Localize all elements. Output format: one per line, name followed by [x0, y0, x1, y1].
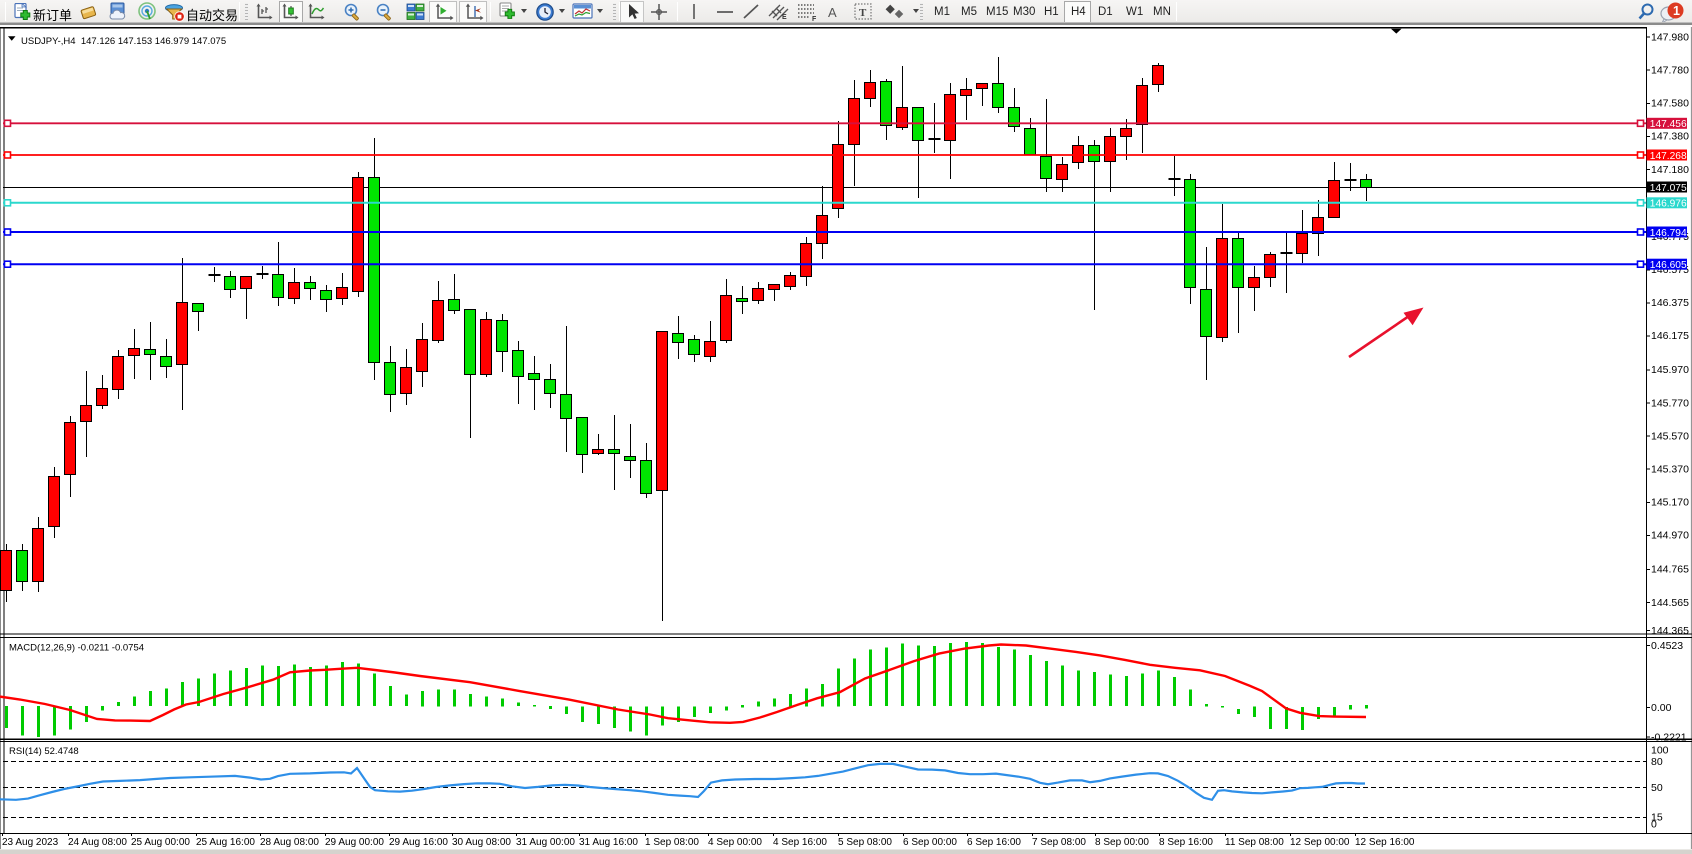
svg-text:145.170: 145.170: [1651, 497, 1689, 509]
svg-text:30 Aug 08:00: 30 Aug 08:00: [452, 837, 511, 848]
svg-text:29 Aug 00:00: 29 Aug 00:00: [325, 837, 384, 848]
svg-text:F: F: [812, 16, 817, 22]
svg-text:147.380: 147.380: [1651, 131, 1689, 143]
svg-text:144.565: 144.565: [1651, 597, 1689, 609]
svg-text:146.175: 146.175: [1651, 330, 1689, 342]
svg-text:12 Sep 00:00: 12 Sep 00:00: [1290, 837, 1350, 848]
svg-text:15: 15: [1651, 811, 1663, 823]
svg-text:147.780: 147.780: [1651, 65, 1689, 77]
svg-text:146.794: 146.794: [1650, 228, 1687, 239]
svg-text:28 Aug 08:00: 28 Aug 08:00: [260, 837, 319, 848]
svg-text:147.980: 147.980: [1651, 31, 1689, 43]
svg-text:146.605: 146.605: [1650, 260, 1687, 271]
svg-text:11 Sep 08:00: 11 Sep 08:00: [1225, 837, 1284, 848]
svg-text:1 Sep 08:00: 1 Sep 08:00: [645, 837, 699, 848]
svg-text:147.580: 147.580: [1651, 98, 1689, 110]
svg-text:50: 50: [1651, 782, 1663, 794]
svg-text:4 Sep 00:00: 4 Sep 00:00: [708, 837, 762, 848]
svg-text:145.370: 145.370: [1651, 464, 1689, 476]
svg-text:24 Aug 08:00: 24 Aug 08:00: [68, 837, 127, 848]
svg-text:144.970: 144.970: [1651, 530, 1689, 542]
svg-text:-0.2221: -0.2221: [1651, 731, 1687, 743]
svg-text:146.976: 146.976: [1650, 199, 1687, 210]
svg-text:0.00: 0.00: [1651, 702, 1672, 714]
svg-text:6 Sep 16:00: 6 Sep 16:00: [967, 837, 1021, 848]
svg-text:E: E: [782, 14, 787, 21]
svg-text:12 Sep 16:00: 12 Sep 16:00: [1355, 837, 1415, 848]
svg-text:4 Sep 16:00: 4 Sep 16:00: [773, 837, 827, 848]
svg-text:145.970: 145.970: [1651, 364, 1689, 376]
svg-text:0.4523: 0.4523: [1651, 640, 1683, 652]
svg-text:146.375: 146.375: [1651, 297, 1689, 309]
svg-text:25 Aug 00:00: 25 Aug 00:00: [131, 837, 190, 848]
svg-text:7 Sep 08:00: 7 Sep 08:00: [1032, 837, 1086, 848]
svg-text:23 Aug 2023: 23 Aug 2023: [2, 837, 59, 848]
svg-text:8 Sep 16:00: 8 Sep 16:00: [1159, 837, 1213, 848]
svg-text:1: 1: [1673, 4, 1680, 18]
svg-text:80: 80: [1651, 756, 1663, 768]
svg-text:144.365: 144.365: [1651, 625, 1689, 637]
svg-text:0: 0: [1651, 818, 1657, 830]
svg-text:100: 100: [1651, 744, 1669, 756]
svg-text:USDJPY-,H4 147.126 147.153 14: USDJPY-,H4 147.126 147.153 146.979 147.0…: [21, 36, 226, 47]
svg-text:147.268: 147.268: [1650, 151, 1687, 162]
svg-text:147.456: 147.456: [1650, 119, 1687, 130]
svg-text:8 Sep 00:00: 8 Sep 00:00: [1095, 837, 1149, 848]
svg-text:MACD(12,26,9) -0.0211 -0.0754: MACD(12,26,9) -0.0211 -0.0754: [9, 643, 144, 654]
svg-text:T: T: [859, 7, 867, 19]
svg-text:145.570: 145.570: [1651, 430, 1689, 442]
svg-text:31 Aug 16:00: 31 Aug 16:00: [579, 837, 638, 848]
svg-text:29 Aug 16:00: 29 Aug 16:00: [389, 837, 448, 848]
svg-text:147.180: 147.180: [1651, 164, 1689, 176]
svg-text:5 Sep 08:00: 5 Sep 08:00: [838, 837, 892, 848]
svg-text:144.765: 144.765: [1651, 564, 1689, 576]
svg-text:31 Aug 00:00: 31 Aug 00:00: [516, 837, 575, 848]
svg-text:6 Sep 00:00: 6 Sep 00:00: [903, 837, 957, 848]
svg-text:145.770: 145.770: [1651, 397, 1689, 409]
svg-text:RSI(14) 52.4748: RSI(14) 52.4748: [9, 746, 79, 757]
svg-text:25 Aug 16:00: 25 Aug 16:00: [196, 837, 255, 848]
svg-text:147.075: 147.075: [1650, 183, 1687, 194]
